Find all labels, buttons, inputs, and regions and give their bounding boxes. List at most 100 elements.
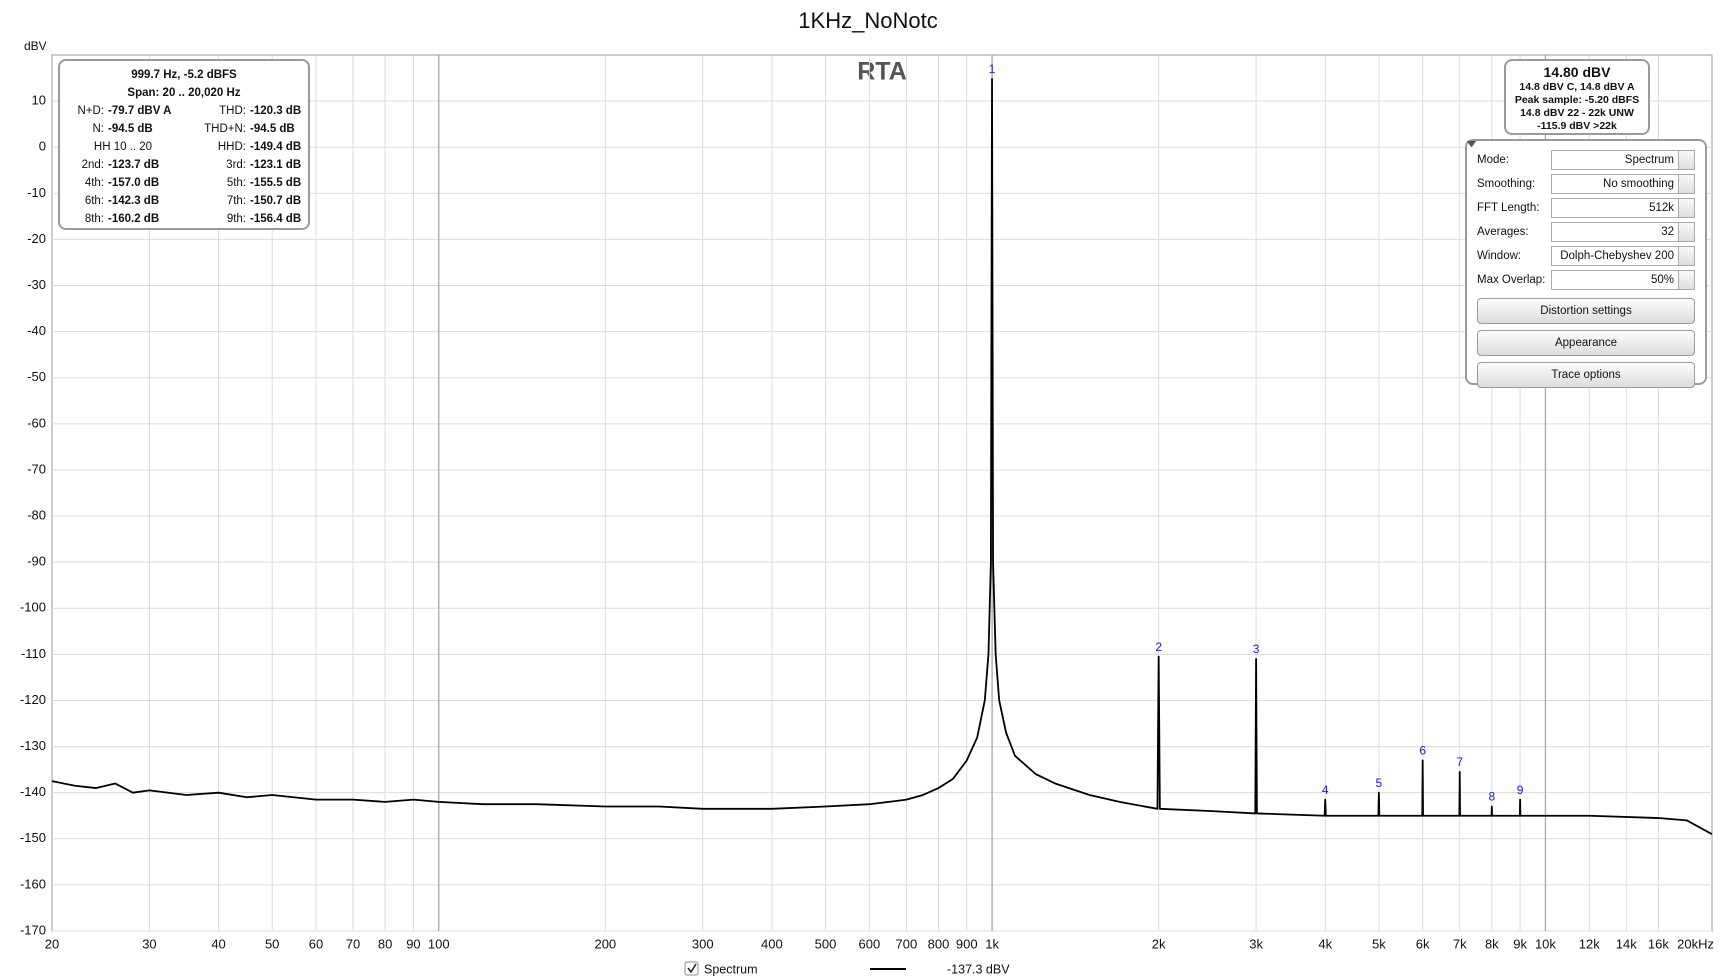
controls-panel: Mode: Spectrum Smoothing: No smoothing FFT L… (1465, 139, 1707, 388)
y-tick-label: -30 (27, 277, 46, 292)
dropdown-value: 32 (1661, 226, 1674, 238)
level-line: 14.8 dBV C, 14.8 dBV A (1519, 81, 1635, 93)
dropdown-value: No smoothing (1603, 178, 1674, 190)
field-label: Mode: (1477, 154, 1509, 166)
info-label: 3rd: (226, 159, 246, 171)
info-row: 4th: -157.0 dB 5th: -155.5 dB (60, 174, 308, 192)
dropdown[interactable]: 512k (1467, 141, 1695, 218)
x-tick-label: 8k (1485, 936, 1499, 951)
y-tick-label: -140 (20, 784, 46, 799)
dropdown-arrow[interactable] (1467, 141, 1694, 265)
info-value: -123.1 dB (250, 159, 302, 171)
x-tick-label: 12k (1579, 936, 1600, 951)
peak-label: 2 (1155, 640, 1162, 654)
x-tick-label: 40 (211, 936, 225, 951)
arrow-icon (1467, 141, 1476, 147)
peak-label: 4 (1322, 783, 1329, 797)
info-label: 2nd: (81, 159, 104, 171)
info-value: -123.7 dB (108, 159, 160, 171)
field-label: Window: (1477, 250, 1522, 262)
peak-label: 9 (1517, 783, 1524, 797)
info-label: 4th: (84, 177, 104, 189)
legend-bar: Spectrum -137.3 dBV (680, 958, 1080, 980)
info-label: 8th: (84, 213, 104, 225)
chart-title: 1KHz_NoNotc (798, 8, 937, 33)
dropdown-arrow[interactable] (1467, 141, 1694, 241)
dropdown-arrow[interactable] (1467, 141, 1694, 193)
y-tick-label: -50 (27, 369, 46, 384)
level-line: 14.8 dBV 22 - 22k UNW (1520, 107, 1634, 119)
info-label: THD: (219, 105, 246, 117)
dropdown-arrow[interactable] (1467, 141, 1694, 169)
x-tick-label: 6k (1416, 936, 1430, 951)
y-tick-label: -60 (27, 415, 46, 430)
control-field: Averages: 32 (1467, 141, 1695, 244)
dropdown[interactable]: 50% (1467, 141, 1695, 290)
info-label: 5th: (226, 177, 246, 189)
y-tick-label: -40 (27, 323, 46, 338)
peak-label: 7 (1456, 755, 1463, 769)
dropdown[interactable]: Dolph-Chebyshev 200 (1467, 141, 1695, 266)
x-tick-label: 7k (1453, 936, 1467, 951)
level-panel: 14.80 dBV 14.8 dBV C, 14.8 dBV A Peak samp… (1504, 59, 1650, 135)
info-row: 6th: -142.3 dB 7th: -150.7 dB (60, 192, 308, 210)
x-tick-label: 600 (858, 936, 880, 951)
dropdown[interactable]: Spectrum (1467, 141, 1695, 170)
grid (52, 55, 1712, 932)
info-value: -157.0 dB (108, 177, 160, 189)
field-label: Max Overlap: (1477, 274, 1546, 286)
dropdown[interactable]: 32 (1467, 141, 1695, 242)
watermark: RTA (857, 58, 907, 86)
x-tick-label: 14k (1616, 936, 1637, 951)
button[interactable]: Trace options (1477, 362, 1695, 388)
info-label: HH 10 .. 20 (93, 141, 153, 153)
peak-label: 5 (1376, 776, 1383, 790)
peak-label: 1 (989, 62, 996, 76)
x-tick-label: 1k (985, 936, 999, 951)
x-tick-label: 60 (309, 936, 323, 951)
info-row: 8th: -160.2 dB 9th: -156.4 dB (60, 210, 308, 228)
button[interactable]: Distortion settings (1477, 298, 1695, 324)
info-value: -160.2 dB (108, 213, 160, 225)
x-tick-label: 90 (406, 936, 420, 951)
info-label: 6th: (84, 195, 104, 207)
dropdown-value: 50% (1650, 274, 1674, 286)
level-line: Peak sample: -5.20 dBFS (1514, 94, 1640, 106)
check-mark (687, 963, 697, 974)
dropdown[interactable]: No smoothing (1467, 141, 1695, 194)
control-field: Mode: Spectrum (1467, 141, 1695, 172)
checkbox[interactable] (684, 961, 699, 976)
y-tick-label: -80 (27, 507, 46, 522)
control-field: Window: Dolph-Chebyshev 200 (1467, 141, 1695, 268)
info-row: 2nd: -123.7 dB 3rd: -123.1 dB (60, 156, 308, 174)
field-label: FFT Length: (1477, 202, 1540, 214)
y-tick-label: -160 (20, 876, 46, 891)
x-tick-label: 2k (1152, 936, 1166, 951)
y-tick-label: -150 (20, 830, 46, 845)
x-tick-label: 5k (1372, 936, 1386, 951)
plot-area (51, 54, 1713, 932)
x-tick-label: 10k (1535, 936, 1556, 951)
y-tick-label: 10 (32, 93, 46, 108)
field-label: Smoothing: (1477, 178, 1536, 190)
info-label: 9th: (226, 213, 246, 225)
y-tick-label: -120 (20, 692, 46, 707)
y-axis-label: dBV (24, 39, 47, 53)
x-tick-label: 200 (594, 936, 616, 951)
y-tick-label: -170 (20, 922, 46, 937)
x-tick-label: 20kHz (1677, 936, 1714, 951)
dropdown-value: Spectrum (1624, 154, 1674, 166)
dropdown-arrow[interactable] (1467, 141, 1694, 289)
peak-label: 6 (1419, 744, 1426, 758)
x-tick-label: 3k (1249, 936, 1263, 951)
y-tick-label: -130 (20, 738, 46, 753)
dropdown-arrow[interactable] (1467, 141, 1694, 217)
legend-graphics: Spectrum -137.3 dBV (684, 961, 1010, 976)
level-title: 14.80 dBV (1543, 64, 1611, 80)
y-tick-label: -70 (27, 461, 46, 476)
info-value: -155.5 dB (250, 177, 302, 189)
button[interactable]: Appearance (1477, 330, 1695, 356)
info-value: -142.3 dB (108, 195, 160, 207)
level-line: -115.9 dBV >22k (1537, 120, 1617, 132)
